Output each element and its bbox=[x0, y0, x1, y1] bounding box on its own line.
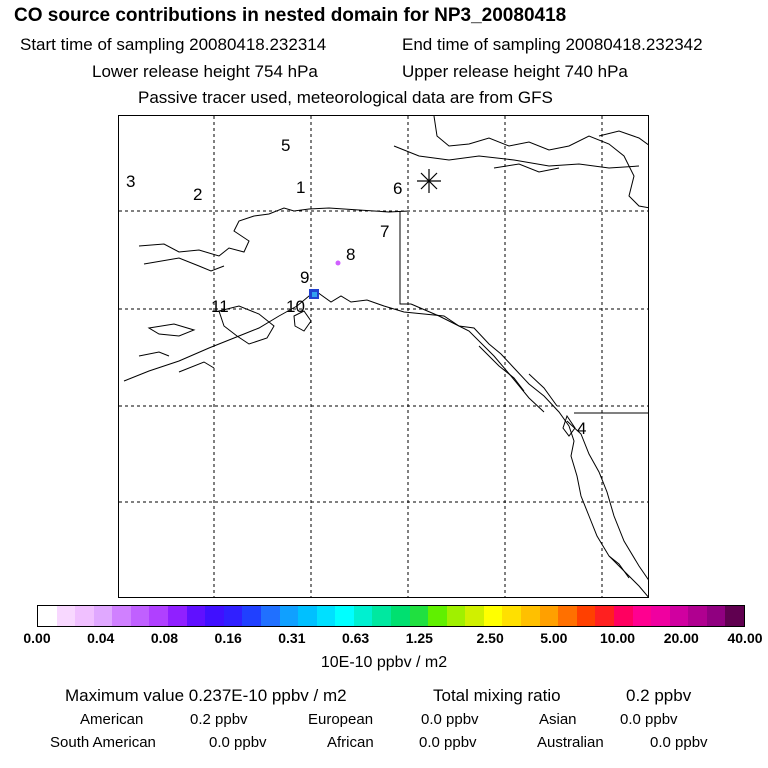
colorbar-segment bbox=[223, 606, 243, 626]
american-value: 0.2 ppbv bbox=[190, 711, 248, 728]
colorbar-segment bbox=[298, 606, 317, 626]
colorbar-segment bbox=[576, 606, 596, 626]
region-label-7: 7 bbox=[380, 222, 390, 241]
maximum-value-text: Maximum value 0.237E-10 ppbv / m2 bbox=[65, 686, 347, 705]
american-label: American bbox=[80, 711, 144, 728]
colorbar-segment bbox=[242, 606, 261, 626]
region-label-9: 9 bbox=[300, 268, 310, 287]
colorbar-segment bbox=[725, 606, 744, 626]
colorbar-segment bbox=[75, 606, 94, 626]
region-label-1: 1 bbox=[296, 178, 306, 197]
colorbar-segment bbox=[613, 606, 633, 626]
australian-label: Australian bbox=[537, 734, 604, 751]
end-sampling-text: End time of sampling 20080418.232342 bbox=[402, 35, 703, 54]
colorbar-tick-label: 40.00 bbox=[727, 630, 763, 646]
colorbar-segment bbox=[409, 606, 429, 626]
colorbar-segment bbox=[483, 606, 503, 626]
chart-title: CO source contributions in nested domain… bbox=[14, 5, 567, 26]
colorbar-segment bbox=[168, 606, 187, 626]
lat-lon-grid bbox=[119, 116, 648, 597]
region-label-5: 5 bbox=[281, 136, 291, 155]
source-contribution-plume bbox=[335, 260, 341, 266]
european-label: European bbox=[308, 711, 374, 728]
colorbar-segment bbox=[130, 606, 150, 626]
colorbar-tick-label: 20.00 bbox=[663, 630, 699, 646]
colorbar-segment bbox=[390, 606, 410, 626]
european-value: 0.0 ppbv bbox=[421, 711, 479, 728]
map-frame: 1 2 3 4 5 6 7 8 9 10 11 bbox=[118, 115, 649, 598]
tracer-note-text: Passive tracer used, meteorological data… bbox=[138, 88, 553, 107]
region-label-3: 3 bbox=[126, 172, 136, 191]
colorbar-segment bbox=[521, 606, 540, 626]
colorbar-segment bbox=[632, 606, 652, 626]
colorbar-tick-label: 0.63 bbox=[341, 630, 370, 646]
colorbar-segment bbox=[669, 606, 689, 626]
region-label-8: 8 bbox=[346, 245, 356, 264]
australian-value: 0.0 ppbv bbox=[650, 734, 708, 751]
lower-release-text: Lower release height 754 hPa bbox=[92, 62, 318, 81]
asian-value: 0.0 ppbv bbox=[620, 711, 678, 728]
region-label-6: 6 bbox=[393, 179, 403, 198]
colorbar-segment bbox=[372, 606, 391, 626]
colorbar-segment bbox=[706, 606, 726, 626]
colorbar-tick-label: 1.25 bbox=[405, 630, 433, 646]
colorbar-segment bbox=[446, 606, 466, 626]
colorbar-units: 10E-10 ppbv / m2 bbox=[320, 654, 448, 671]
colorbar-segment bbox=[558, 606, 577, 626]
colorbar-segment bbox=[205, 606, 224, 626]
colorbar-segment bbox=[502, 606, 522, 626]
colorbar-segment bbox=[316, 606, 336, 626]
start-sampling-text: Start time of sampling 20080418.232314 bbox=[20, 35, 327, 54]
region-label-4: 4 bbox=[577, 419, 587, 438]
receptor-asterisk-marker bbox=[417, 169, 441, 193]
coastlines bbox=[123, 116, 648, 597]
african-value: 0.0 ppbv bbox=[419, 734, 477, 751]
colorbar-segment bbox=[353, 606, 373, 626]
colorbar-segment bbox=[539, 606, 559, 626]
colorbar-segment bbox=[651, 606, 670, 626]
map-canvas bbox=[119, 116, 648, 597]
colorbar-segment bbox=[186, 606, 206, 626]
colorbar-tick-label: 0.16 bbox=[214, 630, 242, 646]
colorbar-tick-label: 0.31 bbox=[278, 630, 306, 646]
colorbar-segment bbox=[465, 606, 484, 626]
colorbar-segment bbox=[595, 606, 614, 626]
colorbar-segment bbox=[112, 606, 131, 626]
african-label: African bbox=[327, 734, 374, 751]
south-american-label: South American bbox=[50, 734, 156, 751]
colorbar-segment bbox=[335, 606, 354, 626]
total-mixing-ratio-value: 0.2 ppbv bbox=[626, 686, 692, 705]
colorbar-tick-label: 0.00 bbox=[23, 630, 51, 646]
colorbar-tick-label: 10.00 bbox=[600, 630, 636, 646]
colorbar-segment bbox=[688, 606, 707, 626]
asian-label: Asian bbox=[539, 711, 577, 728]
colorbar-segment bbox=[260, 606, 280, 626]
colorbar-segment bbox=[38, 606, 57, 626]
colorbar-tick-label: 0.04 bbox=[87, 630, 115, 646]
colorbar-segment bbox=[149, 606, 169, 626]
south-american-value: 0.0 ppbv bbox=[209, 734, 267, 751]
colorbar-segment bbox=[56, 606, 76, 626]
source-contribution-edge bbox=[312, 292, 317, 297]
total-mixing-ratio-label: Total mixing ratio bbox=[433, 686, 561, 705]
colorbar-segment bbox=[93, 606, 113, 626]
region-label-11: 11 bbox=[211, 297, 229, 316]
political-borders bbox=[399, 211, 648, 414]
region-label-2: 2 bbox=[193, 185, 203, 204]
upper-release-text: Upper release height 740 hPa bbox=[402, 62, 628, 81]
colorbar-segment bbox=[428, 606, 447, 626]
colorbar bbox=[37, 605, 745, 627]
colorbar-tick-label: 0.08 bbox=[150, 630, 179, 646]
colorbar-tick-label: 2.50 bbox=[476, 630, 504, 646]
colorbar-tick-label: 5.00 bbox=[540, 630, 568, 646]
region-label-10: 10 bbox=[286, 297, 305, 316]
colorbar-segment bbox=[279, 606, 299, 626]
